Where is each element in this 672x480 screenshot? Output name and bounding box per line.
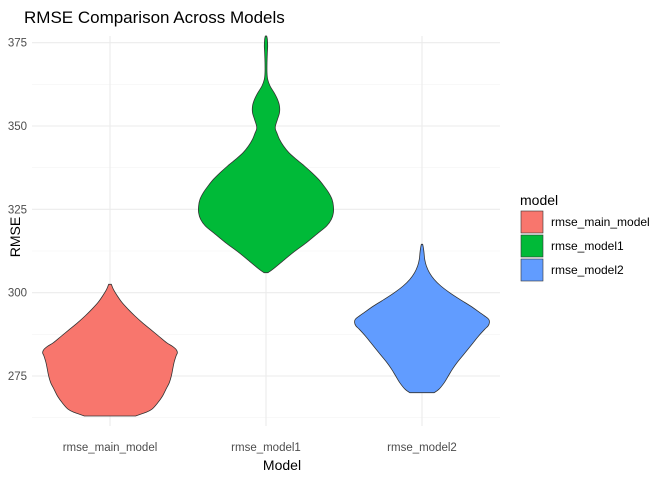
legend-swatch — [520, 210, 544, 234]
y-axis-ticks: 275 300 325 350 375 — [8, 38, 27, 383]
x-tick-label: rmse_model1 — [231, 442, 301, 454]
x-tick-label: rmse_main_model — [63, 442, 158, 454]
y-tick-label: 325 — [8, 204, 27, 216]
violin-rmse_main_model — [42, 283, 178, 417]
y-tick-label: 375 — [8, 38, 27, 50]
y-axis-title: RMSE — [7, 217, 23, 257]
violin-rmse_model2 — [354, 243, 490, 394]
chart-title: RMSE Comparison Across Models — [24, 8, 285, 27]
y-tick-label: 350 — [8, 121, 27, 133]
legend-label: rmse_model1 — [551, 239, 624, 253]
legend-swatch — [520, 234, 544, 258]
legend-swatch — [520, 258, 544, 282]
legend-items: rmse_main_model rmse_model1 rmse_model2 — [520, 210, 650, 282]
plot-panel — [32, 35, 500, 426]
violins — [42, 35, 490, 417]
legend-label: rmse_main_model — [551, 215, 650, 229]
y-tick-label: 300 — [8, 288, 27, 300]
legend-title: model — [520, 192, 558, 208]
x-tick-label: rmse_model2 — [387, 442, 457, 454]
x-axis-ticks: rmse_main_model rmse_model1 rmse_model2 — [63, 442, 457, 454]
violin-rmse_model1 — [197, 35, 335, 274]
legend: model rmse_main_model rmse_model1 rmse_mod… — [520, 192, 650, 282]
y-tick-label: 275 — [8, 371, 27, 383]
legend-label: rmse_model2 — [551, 263, 624, 277]
x-axis-title: Model — [263, 457, 301, 473]
